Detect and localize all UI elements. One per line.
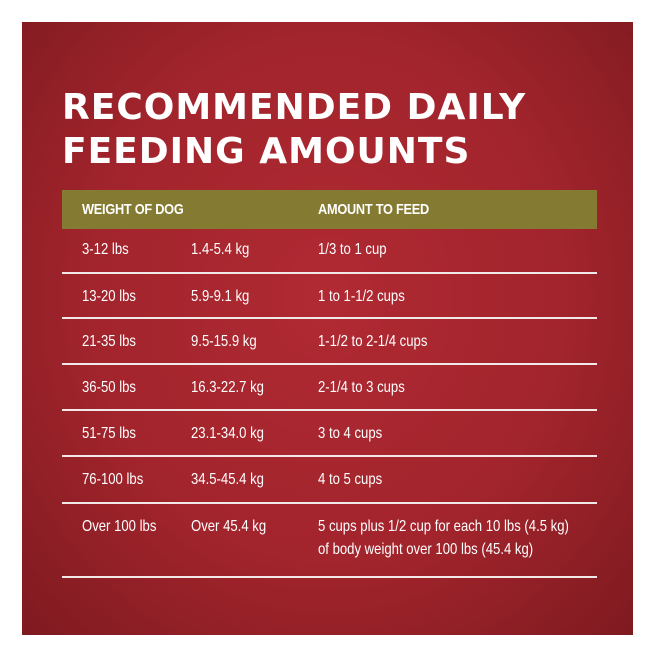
weight-lbs: 3-12 lbs xyxy=(82,241,129,258)
feed-amount-cont: of body weight over 100 lbs (45.4 kg) xyxy=(318,541,534,558)
table-row: 3-12 lbs 1.4-5.4 kg 1/3 to 1 cup xyxy=(62,229,597,274)
title-line-2: FEEDING AMOUNTS xyxy=(62,131,471,172)
title-line-1: RECOMMENDED DAILY xyxy=(62,87,527,128)
feeding-panel xyxy=(22,22,633,635)
page-title: RECOMMENDED DAILY FEEDING AMOUNTS xyxy=(62,86,526,174)
weight-kg: 23.1-34.0 kg xyxy=(191,425,264,442)
table-row: Over 100 lbs Over 45.4 kg 5 cups plus 1/… xyxy=(62,504,597,578)
weight-kg: 9.5-15.9 kg xyxy=(191,333,257,350)
weight-kg: 5.9-9.1 kg xyxy=(191,288,250,305)
header-amount: AMOUNT TO FEED xyxy=(318,201,429,218)
feed-amount: 5 cups plus 1/2 cup for each 10 lbs (4.5… xyxy=(318,518,569,535)
weight-kg: 1.4-5.4 kg xyxy=(191,241,250,258)
table-row: 51-75 lbs 23.1-34.0 kg 3 to 4 cups xyxy=(62,411,597,457)
weight-kg: 16.3-22.7 kg xyxy=(191,379,264,396)
table-row: 36-50 lbs 16.3-22.7 kg 2-1/4 to 3 cups xyxy=(62,365,597,411)
weight-lbs: 76-100 lbs xyxy=(82,471,144,488)
weight-kg: Over 45.4 kg xyxy=(191,518,267,535)
weight-lbs: 51-75 lbs xyxy=(82,425,136,442)
weight-lbs: 21-35 lbs xyxy=(82,333,136,350)
weight-kg: 34.5-45.4 kg xyxy=(191,471,264,488)
table-row: 21-35 lbs 9.5-15.9 kg 1-1/2 to 2-1/4 cup… xyxy=(62,319,597,365)
feed-amount: 3 to 4 cups xyxy=(318,425,383,442)
feed-amount: 4 to 5 cups xyxy=(318,471,383,488)
feed-amount: 1-1/2 to 2-1/4 cups xyxy=(318,333,428,350)
weight-lbs: 36-50 lbs xyxy=(82,379,136,396)
weight-lbs: 13-20 lbs xyxy=(82,288,136,305)
feed-amount: 2-1/4 to 3 cups xyxy=(318,379,405,396)
weight-lbs: Over 100 lbs xyxy=(82,518,157,535)
feed-amount: 1/3 to 1 cup xyxy=(318,241,387,258)
feed-amount: 1 to 1-1/2 cups xyxy=(318,288,405,305)
header-weight: WEIGHT OF DOG xyxy=(82,201,184,218)
table-row: 76-100 lbs 34.5-45.4 kg 4 to 5 cups xyxy=(62,457,597,504)
table-row: 13-20 lbs 5.9-9.1 kg 1 to 1-1/2 cups xyxy=(62,274,597,319)
table-header: WEIGHT OF DOG AMOUNT TO FEED xyxy=(62,190,597,229)
